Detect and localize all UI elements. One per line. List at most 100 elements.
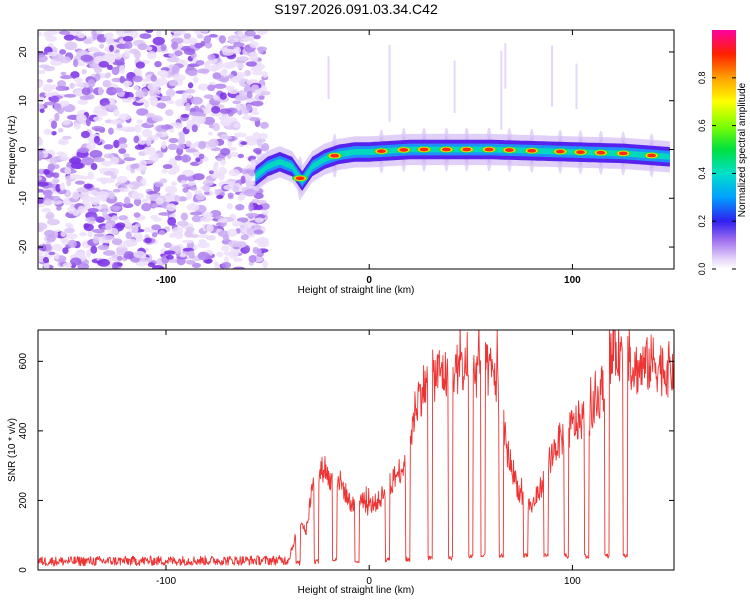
noise-speckle (55, 183, 61, 193)
noise-speckle (191, 234, 200, 238)
noise-speckle (198, 153, 205, 160)
noise-speckle (196, 33, 204, 39)
noise-speckle (124, 41, 133, 50)
noise-speckle (145, 112, 156, 118)
noise-speckle (38, 54, 48, 63)
noise-speckle (77, 205, 87, 214)
noise-speckle (246, 227, 255, 236)
noise-speckle (113, 108, 120, 117)
colorbar-tick-label: 0.2 (697, 215, 707, 228)
noise-speckle (118, 113, 131, 121)
spectrogram-ytick-label: -20 (18, 239, 29, 254)
noise-speckle (38, 169, 45, 175)
noise-speckle (38, 137, 43, 146)
hotspot-red (376, 149, 386, 154)
figure-title: S197.2026.091.03.34.C42 (274, 1, 438, 17)
noise-speckle (212, 72, 222, 80)
noise-speckle (179, 253, 187, 258)
noise-speckle (248, 202, 254, 212)
noise-speckle (59, 56, 72, 64)
snr-ytick-label: 200 (18, 492, 29, 509)
noise-speckle (43, 31, 53, 38)
noise-speckle (133, 197, 142, 207)
noise-speckle (48, 251, 56, 256)
noise-speckle (79, 95, 92, 101)
noise-speckle (77, 263, 90, 269)
noise-speckle (180, 212, 189, 221)
noise-speckle (108, 44, 114, 52)
noise-speckle (58, 138, 69, 145)
noise-speckle (203, 116, 215, 125)
noise-speckle (243, 188, 257, 197)
noise-speckle (117, 255, 123, 262)
noise-speckle (144, 227, 151, 233)
noise-speckle (253, 192, 264, 200)
noise-speckle (170, 164, 181, 174)
noise-streak (575, 63, 578, 110)
noise-speckle (87, 207, 99, 213)
noise-speckle (245, 179, 255, 189)
noise-streak (327, 56, 330, 99)
noise-speckle (115, 222, 126, 229)
noise-speckle (51, 195, 61, 202)
noise-speckle (58, 127, 64, 133)
noise-speckle (105, 73, 111, 79)
noise-speckle (93, 51, 106, 58)
noise-speckle (180, 113, 190, 118)
noise-speckle (83, 38, 92, 45)
noise-speckle (158, 266, 165, 269)
snr-ylabel: SNR (10 * v/v) (7, 418, 18, 482)
noise-speckle (169, 122, 182, 127)
noise-speckle (102, 209, 108, 219)
noise-speckle (112, 188, 121, 193)
noise-speckle (222, 69, 228, 78)
noise-speckle (133, 135, 140, 144)
noise-speckle (116, 123, 123, 129)
noise-speckle (219, 147, 231, 156)
noise-speckle (165, 254, 174, 260)
noise-speckle (95, 110, 108, 117)
noise-speckle (74, 250, 85, 259)
noise-speckle (58, 100, 70, 107)
snr-xtick-label: -100 (156, 576, 176, 587)
noise-speckle (164, 185, 178, 194)
noise-speckle (196, 68, 210, 74)
noise-speckle (137, 139, 147, 145)
noise-speckle (155, 197, 164, 205)
noise-speckle (260, 142, 270, 152)
noise-speckle (72, 190, 80, 200)
noise-speckle (74, 180, 85, 185)
noise-speckle (181, 169, 194, 177)
noise-speckle (92, 157, 105, 163)
noise-speckle (38, 181, 49, 187)
noise-speckle (107, 127, 114, 135)
noise-speckle (116, 249, 126, 256)
noise-speckle (123, 80, 133, 87)
noise-speckle (63, 93, 77, 98)
noise-speckle (164, 194, 174, 203)
noise-speckle (173, 31, 180, 39)
noise-speckle (129, 163, 140, 169)
noise-speckle (243, 222, 257, 227)
noise-speckle (61, 120, 71, 126)
noise-speckle (152, 217, 163, 222)
noise-speckle (207, 54, 216, 61)
noise-speckle (217, 218, 228, 223)
signal-ridge (255, 127, 670, 201)
noise-speckle (203, 35, 212, 44)
noise-speckle (144, 237, 152, 244)
snr-panel: -100 0 100 0 200 400 600 Height of straight li… (7, 329, 675, 596)
noise-speckle (50, 96, 60, 103)
noise-speckle (247, 30, 255, 36)
noise-speckle (74, 82, 85, 87)
noise-speckle (89, 149, 103, 159)
noise-speckle (260, 121, 269, 129)
noise-speckle (146, 46, 153, 51)
hotspot-red (484, 147, 494, 152)
noise-speckle (77, 32, 86, 39)
noise-speckle (245, 61, 257, 67)
noise-speckle (97, 258, 110, 267)
noise-speckle (90, 162, 98, 171)
noise-speckle (167, 143, 178, 151)
